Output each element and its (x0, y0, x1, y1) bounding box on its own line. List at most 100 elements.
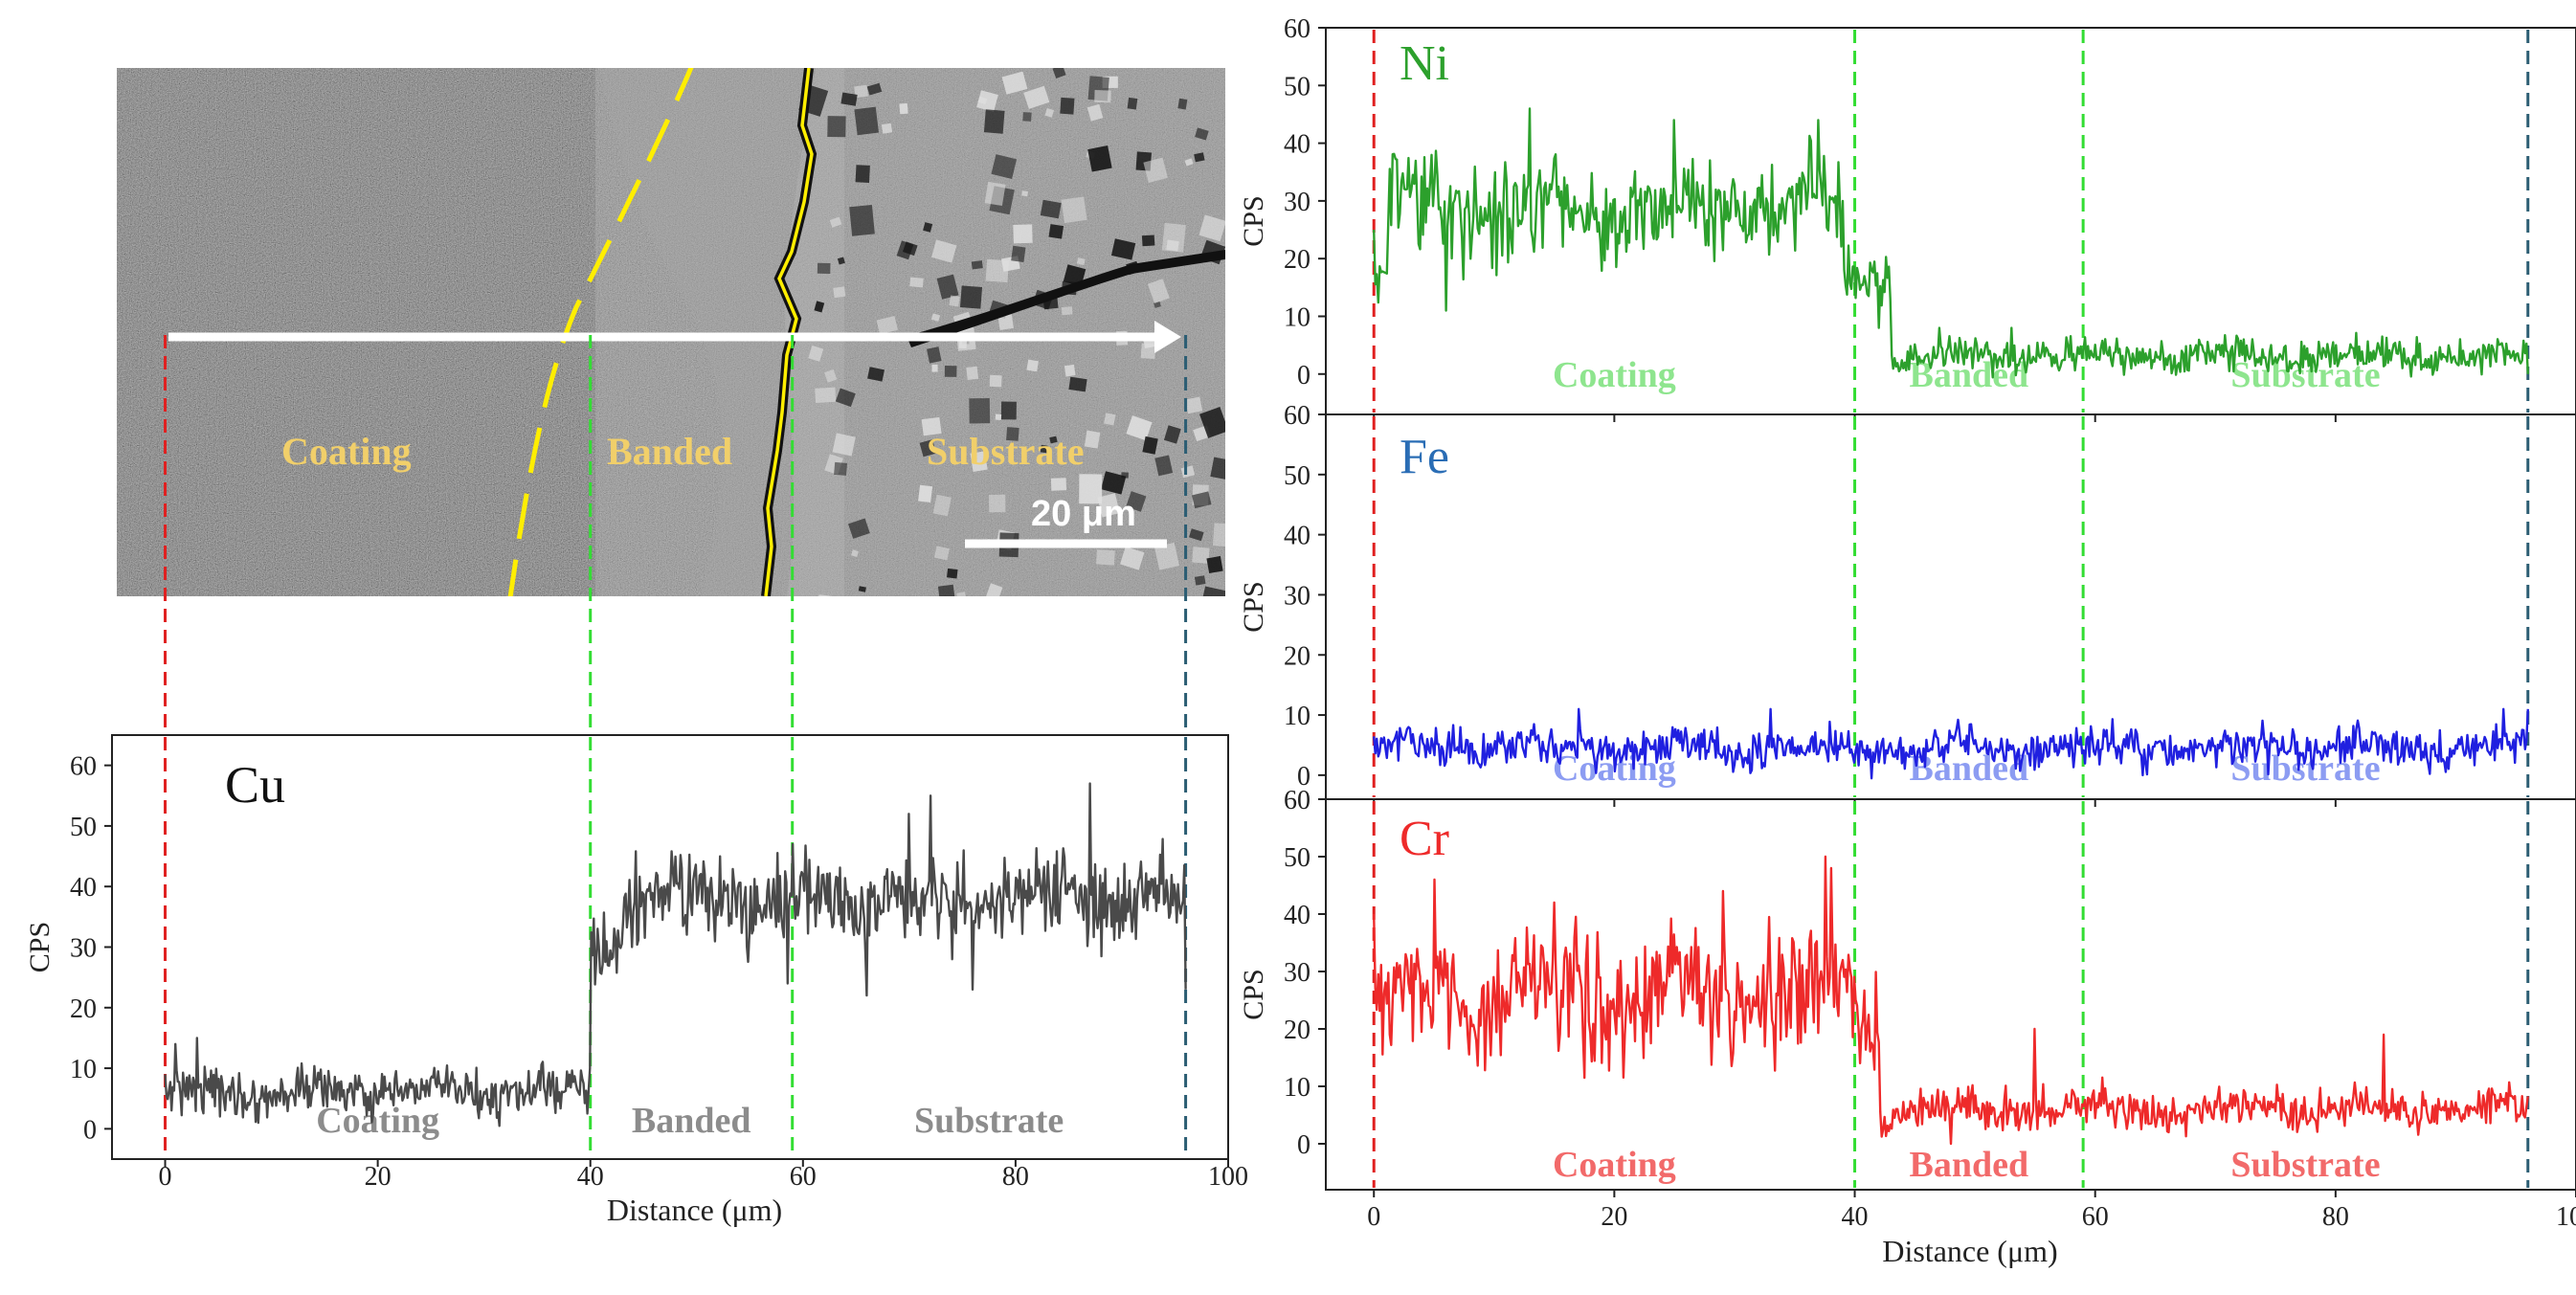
sem-pit (918, 484, 933, 503)
sem-pit (1061, 306, 1073, 316)
sem-pit (931, 364, 938, 372)
fe-y-tick-label: 0 (1297, 762, 1310, 792)
sem-pit (1023, 85, 1050, 109)
sem-pit (1001, 71, 1028, 95)
sem-pit (909, 277, 924, 288)
sem-pit (970, 451, 988, 472)
sem-pit (854, 84, 868, 99)
cr-region-label-substrate: Substrate (2230, 1145, 2380, 1185)
sem-substrate-zone (784, 68, 1225, 596)
sem-pit (923, 222, 933, 233)
sem-pit (1120, 547, 1145, 570)
sem-pit (969, 397, 991, 424)
cr-chart-title: Cr (1400, 812, 1449, 866)
sem-label-banded: Banded (607, 430, 732, 473)
cr-region-label-banded: Banded (1910, 1145, 2029, 1185)
sem-pit (1101, 471, 1127, 495)
sem-pit (1191, 491, 1212, 509)
sem-pit (1006, 427, 1019, 441)
sem-pit (1163, 425, 1181, 444)
sem-pit (808, 345, 824, 362)
sem-pit (958, 340, 967, 349)
cr-plot-frame (1325, 798, 2576, 1191)
cr-x-tick-label: 100 (2556, 1202, 2576, 1232)
sem-pit (1201, 586, 1225, 596)
sem-pit (1086, 103, 1104, 122)
sem-pit (989, 374, 1002, 388)
sem-pit (989, 494, 1006, 513)
sem-pit (829, 216, 842, 228)
sem-pit (985, 583, 1003, 596)
cr-x-tick-label: 80 (2322, 1202, 2349, 1232)
cu-chart-title: Cu (225, 756, 285, 814)
cu-x-axis-label: Distance (μm) (607, 1193, 782, 1227)
sem-pit (1011, 245, 1026, 263)
sem-pit (902, 241, 918, 257)
sem-pit (858, 586, 866, 592)
sem-pit (921, 416, 942, 436)
ni-chart: Ni CPS Coating Banded Substrate 01020304… (1238, 14, 2576, 422)
sem-pit (937, 584, 955, 596)
sem-scan-arrow-head (1154, 321, 1181, 353)
sem-interface-solid (764, 68, 814, 596)
sem-pit (966, 366, 979, 381)
fe-y-tick-label: 40 (1284, 522, 1310, 551)
sem-pit (837, 257, 845, 265)
fe-y-tick-label: 50 (1284, 461, 1310, 491)
sem-pit (1013, 224, 1033, 244)
cr-x-tick-label: 0 (1367, 1202, 1380, 1232)
sem-pit (815, 387, 837, 403)
sem-pit (936, 274, 959, 300)
sem-pit (984, 181, 1006, 207)
sem-pit (1161, 222, 1186, 253)
sem-pit (1110, 238, 1136, 260)
cr-y-tick-label: 60 (1284, 786, 1310, 815)
sem-pit (1177, 98, 1188, 110)
sem-pit (1192, 547, 1210, 564)
sem-pit (997, 314, 1014, 330)
cr-x-tick-label: 60 (2082, 1202, 2109, 1232)
sem-label-coating: Coating (281, 430, 412, 473)
sem-pit (1194, 575, 1206, 586)
cu-chart: Cu CPS Distance (μm) Coating Banded Subs… (24, 734, 1248, 1227)
sem-pit (1213, 523, 1225, 547)
fe-series-line (1373, 707, 2529, 780)
sem-pit (1094, 90, 1111, 103)
sem-pit (971, 260, 983, 270)
sem-pit (855, 165, 870, 184)
ni-y-tick-label: 20 (1284, 245, 1310, 275)
sem-pit (854, 106, 880, 136)
sem-pit (1194, 152, 1205, 163)
sem-pit (1040, 444, 1048, 454)
sem-scale-label: 20 μm (1031, 494, 1136, 534)
cu-y-tick-label: 40 (70, 873, 97, 903)
sem-pit (817, 262, 831, 275)
cu-y-axis-label: CPS (24, 922, 56, 972)
sem-pit (1126, 415, 1153, 441)
ni-region-label-coating: Coating (1553, 355, 1676, 395)
sem-pit (930, 239, 957, 263)
sem-pit (1206, 555, 1223, 574)
sem-pit (824, 368, 838, 383)
sem-pit (991, 154, 1018, 180)
sem-pit (1068, 376, 1087, 392)
cr-y-tick-label: 20 (1284, 1016, 1310, 1045)
sem-pit (1143, 157, 1168, 183)
sem-pit (947, 568, 958, 579)
fe-y-axis-label: CPS (1238, 581, 1269, 632)
cu-x-tick-label: 100 (1208, 1162, 1248, 1192)
sem-pit (1061, 196, 1087, 224)
sem-pit (832, 433, 856, 457)
cu-x-tick-label: 0 (159, 1162, 172, 1192)
sem-pit (848, 518, 870, 539)
sem-pit (1097, 493, 1120, 518)
sem-pit (1050, 478, 1067, 491)
cr-y-tick-label: 30 (1284, 958, 1310, 988)
sem-pit (827, 116, 846, 138)
fe-chart-title: Fe (1400, 430, 1449, 484)
cu-x-tick-label: 60 (790, 1162, 817, 1192)
sem-pit (1044, 108, 1055, 118)
sem-pit (1195, 127, 1209, 141)
cu-region-label-substrate: Substrate (914, 1101, 1064, 1141)
